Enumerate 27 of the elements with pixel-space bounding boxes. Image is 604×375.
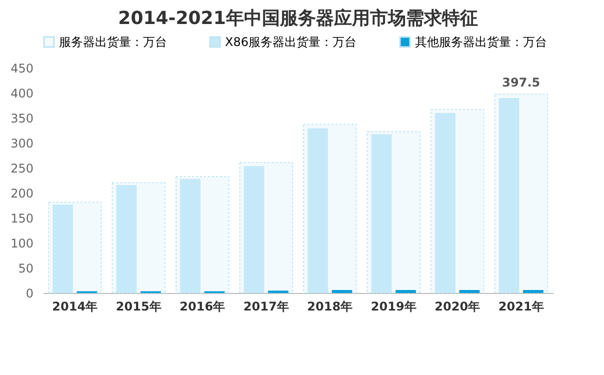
x-tick-label: 2017年 bbox=[243, 300, 289, 314]
legend-label: 其他服务器出货量：万台 bbox=[415, 35, 547, 49]
bar bbox=[396, 290, 416, 293]
legend-label: X86服务器出货量：万台 bbox=[225, 35, 356, 49]
data-label: 397.5 bbox=[502, 75, 540, 90]
x-tick-label: 2018年 bbox=[307, 300, 353, 314]
bar bbox=[459, 290, 480, 293]
y-tick-label: 0 bbox=[26, 286, 34, 300]
legend-label: 服务器出货量：万台 bbox=[59, 35, 167, 49]
y-tick-label: 350 bbox=[10, 112, 34, 126]
x-tick-label: 2020年 bbox=[434, 300, 480, 314]
y-tick-label: 450 bbox=[10, 62, 34, 76]
x-tick-label: 2019年 bbox=[370, 300, 416, 314]
x-tick-label: 2015年 bbox=[116, 300, 162, 314]
chart-title: 2014-2021年中国服务器应用市场需求特征 bbox=[118, 8, 478, 29]
bar bbox=[523, 290, 544, 293]
y-tick-label: 150 bbox=[10, 212, 34, 226]
y-tick-label: 100 bbox=[10, 236, 34, 250]
y-tick-label: 50 bbox=[18, 262, 34, 276]
x-tick-label: 2021年 bbox=[498, 300, 544, 314]
y-tick-label: 300 bbox=[10, 136, 34, 150]
x-tick-label: 2016年 bbox=[180, 300, 226, 314]
x-tick-label: 2014年 bbox=[52, 300, 98, 314]
y-tick-label: 250 bbox=[10, 162, 34, 176]
bar bbox=[332, 290, 352, 293]
y-tick-label: 200 bbox=[10, 186, 34, 200]
y-tick-label: 400 bbox=[10, 86, 34, 100]
